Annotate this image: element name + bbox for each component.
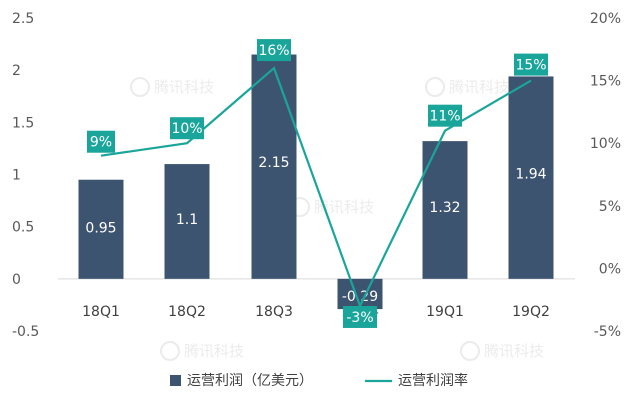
- rate-value-callout: -3%: [343, 305, 377, 328]
- x-axis: 18Q118Q218Q318Q419Q119Q2: [82, 304, 550, 320]
- svg-text:腾讯科技: 腾讯科技: [449, 78, 509, 96]
- watermark: 腾讯科技: [425, 77, 509, 97]
- svg-text:腾讯科技: 腾讯科技: [154, 78, 214, 96]
- left-tick-label: 1.5: [12, 115, 34, 131]
- right-axis: -5% 0% 5% 10% 15% 20%: [590, 11, 621, 340]
- category-label: 18Q1: [82, 304, 120, 320]
- legend-bar-label: 运营利润（亿美元）: [187, 373, 313, 389]
- rate-value-label: 10%: [171, 121, 202, 137]
- category-label: 18Q3: [255, 304, 293, 320]
- bar-data-labels: 0.95 1.1 2.15 -0.29 1.32 1.94: [85, 155, 546, 305]
- rate-data-labels: 9% 10% 16% -3% 11% 15%: [87, 39, 548, 328]
- bar: [508, 76, 554, 279]
- rate-value-label: -3%: [346, 310, 373, 326]
- left-tick-label: 0.5: [12, 220, 34, 236]
- svg-text:腾讯科技: 腾讯科技: [484, 342, 544, 360]
- rate-value-label: 16%: [258, 43, 289, 59]
- svg-text:腾讯科技: 腾讯科技: [184, 342, 244, 360]
- bar-value-label: -0.29: [342, 289, 378, 305]
- rate-value-label: 15%: [515, 58, 546, 74]
- right-tick-label: 0%: [599, 261, 621, 277]
- rate-value-callout: 11%: [428, 104, 462, 127]
- bar: [78, 179, 124, 279]
- bar: [164, 164, 210, 279]
- category-label: 18Q2: [168, 304, 206, 320]
- legend: 运营利润（亿美元） 运营利润率: [170, 372, 468, 389]
- rate-value-callout: 16%: [257, 39, 291, 62]
- bar: [251, 54, 297, 279]
- category-label: 19Q2: [512, 304, 550, 320]
- watermark: 腾讯科技: [460, 341, 544, 361]
- bar-value-label: 2.15: [258, 155, 289, 171]
- legend-bar-swatch: [170, 375, 181, 386]
- rate-value-callout: 9%: [87, 130, 115, 153]
- watermark: 腾讯科技: [290, 197, 374, 217]
- right-tick-label: 10%: [590, 136, 621, 152]
- rate-value-label: 9%: [90, 135, 112, 151]
- legend-line-label: 运营利润率: [398, 372, 468, 389]
- rate-value-label: 11%: [429, 109, 460, 125]
- rate-value-callout: 10%: [170, 117, 204, 140]
- right-tick-label: 15%: [590, 74, 621, 90]
- left-tick-label: 2: [12, 63, 21, 79]
- svg-text:腾讯科技: 腾讯科技: [314, 198, 374, 216]
- watermark: 腾讯科技: [160, 341, 244, 361]
- bar-value-label: 1.1: [176, 212, 198, 228]
- left-tick-label: 1: [12, 168, 21, 184]
- category-label: 19Q1: [426, 304, 464, 320]
- bar-value-label: 1.94: [515, 167, 546, 183]
- watermark: 腾讯科技: [130, 77, 214, 97]
- right-tick-label: -5%: [594, 324, 621, 340]
- bar-series: [78, 54, 554, 310]
- rate-value-callout: 15%: [514, 53, 548, 76]
- left-tick-label: -0.5: [12, 324, 39, 340]
- left-tick-label: 2.5: [12, 11, 34, 27]
- left-tick-label: 0: [12, 272, 21, 288]
- right-tick-label: 5%: [599, 199, 621, 215]
- bar-value-label: 1.32: [429, 200, 460, 216]
- bar-value-label: 0.95: [85, 220, 116, 236]
- right-tick-label: 20%: [590, 11, 621, 27]
- left-axis: -0.5 0 0.5 1 1.5 2 2.5: [12, 11, 39, 340]
